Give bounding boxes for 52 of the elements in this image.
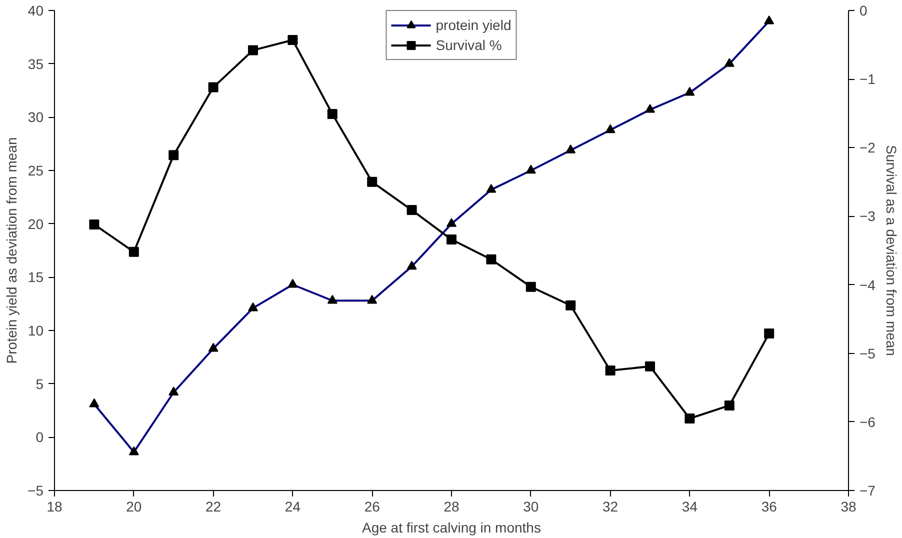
point <box>645 361 655 372</box>
x-axis-title: Age at first calving in months <box>362 520 541 536</box>
x-tick-label: 18 <box>46 498 62 514</box>
point <box>526 282 536 292</box>
y-tick-label: 20 <box>28 216 44 232</box>
point <box>288 34 298 45</box>
legend-label: Survival % <box>436 37 502 53</box>
y-tick-label: 40 <box>28 2 44 18</box>
x-tick-label: 26 <box>364 498 380 514</box>
y-tick-label: −5 <box>28 482 44 498</box>
point <box>764 328 774 338</box>
y2-tick-label: −7 <box>860 482 876 498</box>
y2-tick-label: −3 <box>860 208 876 224</box>
x-tick-label: 20 <box>126 498 142 514</box>
y2-tick-label: −6 <box>860 414 876 430</box>
y-tick-label: 10 <box>28 322 44 338</box>
point <box>605 366 616 376</box>
y2-tick-label: −4 <box>860 276 876 293</box>
point <box>367 176 378 187</box>
point <box>684 414 695 424</box>
y-tick-label: 15 <box>28 269 44 286</box>
point <box>446 234 456 245</box>
y-tick-label: 35 <box>28 56 44 72</box>
x-tick-label: 32 <box>602 498 618 514</box>
x-tick-label: 30 <box>523 498 539 514</box>
point <box>406 205 417 216</box>
x-tick-label: 24 <box>284 498 301 514</box>
point <box>128 246 139 257</box>
y-tick-label: 30 <box>28 109 44 126</box>
y-axis-title: Protein yield as deviation from mean <box>4 137 20 364</box>
y-tick-label: 0 <box>36 429 44 446</box>
x-tick-label: 28 <box>444 498 460 514</box>
y2-tick-label: −1 <box>860 71 876 88</box>
y2-tick-label: 0 <box>860 2 868 18</box>
point <box>327 109 338 120</box>
y2-axis-title: Survival as a deviation from mean <box>883 145 900 356</box>
y2-tick-label: −2 <box>860 140 876 156</box>
x-tick-label: 36 <box>761 498 778 514</box>
point <box>208 82 218 92</box>
legend-label: protein yield <box>436 17 512 33</box>
point <box>566 300 576 310</box>
point <box>168 150 179 160</box>
y-tick-label: 25 <box>28 162 44 178</box>
y2-tick-label: −5 <box>860 345 876 362</box>
y-tick-label: 5 <box>36 376 44 392</box>
x-tick-label: 22 <box>206 498 222 514</box>
point <box>89 219 100 230</box>
point <box>486 254 496 264</box>
point <box>248 45 258 56</box>
x-tick-label: 34 <box>682 498 698 514</box>
point <box>724 400 734 410</box>
x-tick-label: 38 <box>840 498 856 514</box>
